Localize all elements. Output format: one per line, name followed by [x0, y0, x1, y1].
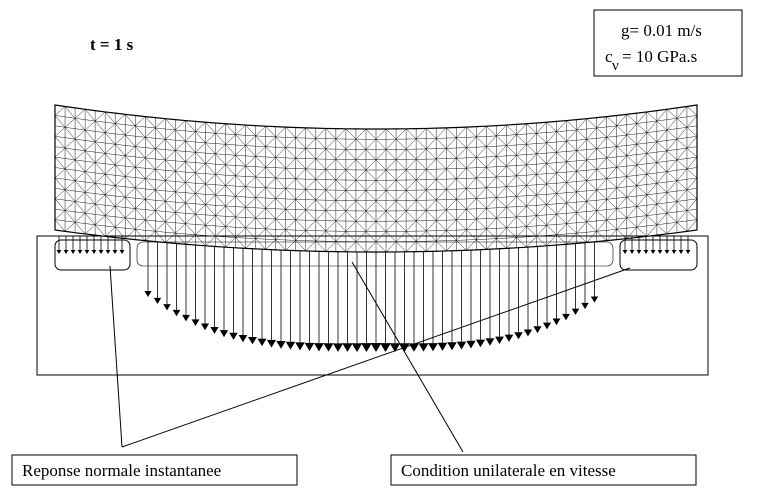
- arrow-head: [144, 291, 152, 297]
- arrow-head: [84, 250, 90, 254]
- arrow-head: [495, 336, 504, 344]
- arrow-head: [191, 319, 200, 327]
- arrow-head: [622, 250, 628, 254]
- arrow-head: [323, 343, 334, 352]
- arrow-head: [447, 342, 457, 351]
- arrow-head: [210, 326, 219, 334]
- arrow-head: [678, 250, 684, 254]
- arrow-head: [581, 302, 589, 310]
- arrow-head: [428, 343, 438, 352]
- arrow-head: [219, 330, 229, 338]
- right-box: [619, 239, 698, 271]
- arrows: [56, 236, 691, 352]
- param-c-sub: ν: [612, 58, 619, 74]
- arrow-head: [266, 339, 277, 348]
- arrow-head: [295, 342, 305, 351]
- arrow-head: [418, 343, 429, 352]
- middle-box: [136, 241, 614, 267]
- arrow-head: [523, 329, 533, 337]
- arrow-head: [571, 308, 580, 316]
- arrow-head: [514, 332, 523, 340]
- arrow-head: [370, 343, 382, 352]
- arrow-head: [351, 343, 363, 352]
- arrow-head: [636, 250, 642, 254]
- leader-line: [121, 267, 631, 448]
- arrow-head: [552, 318, 561, 326]
- arrow-head: [671, 250, 677, 254]
- arrow-head: [98, 250, 104, 254]
- arrow-head: [238, 335, 248, 343]
- arrow-head: [361, 343, 372, 352]
- arrow-head: [380, 343, 391, 352]
- mesh: [54, 104, 698, 253]
- leader-line: [109, 265, 123, 448]
- mesh-lines: [54, 104, 698, 253]
- arrow-head: [332, 343, 344, 352]
- arrow-head: [437, 342, 448, 351]
- arrow-head: [650, 250, 656, 254]
- arrow-head: [105, 250, 111, 254]
- arrow-head: [153, 297, 162, 305]
- left-box: [54, 239, 131, 271]
- arrow-head: [304, 342, 315, 351]
- arrow-head: [91, 250, 97, 254]
- arrow-head: [389, 343, 401, 352]
- arrow-head: [200, 323, 210, 331]
- label-box: [390, 454, 697, 486]
- param-g: g= 0.01 m/s: [621, 21, 702, 40]
- label-text: Reponse normale instantanee: [22, 461, 221, 480]
- arrow-head: [112, 250, 118, 254]
- arrow-head: [229, 332, 238, 340]
- support-frame: [36, 235, 709, 376]
- arrow-head: [542, 322, 552, 330]
- arrow-head: [70, 250, 76, 254]
- arrow-head: [643, 250, 649, 254]
- arrow-head: [182, 314, 190, 322]
- arrow-head: [456, 341, 467, 350]
- arrow-head: [629, 250, 635, 254]
- arrow-head: [257, 338, 267, 347]
- arrow-head: [77, 250, 83, 254]
- arrow-head: [685, 250, 691, 254]
- arrow-head: [504, 334, 514, 342]
- arrow-head: [664, 250, 670, 254]
- arrow-head: [314, 343, 324, 352]
- arrow-head: [657, 250, 663, 254]
- arrow-head: [475, 339, 486, 348]
- arrow-head: [172, 309, 181, 317]
- arrow-head: [276, 340, 286, 349]
- arrow-head: [63, 250, 69, 254]
- arrow-head: [119, 250, 125, 254]
- arrow-head: [562, 313, 570, 321]
- label-text: Condition unilaterale en vitesse: [401, 461, 616, 480]
- arrow-head: [285, 341, 296, 350]
- param-c-value: = 10 GPa.s: [622, 47, 697, 66]
- arrow-head: [485, 338, 495, 346]
- arrow-head: [56, 250, 62, 254]
- time-label: t = 1 s: [90, 35, 134, 54]
- arrow-head: [533, 326, 542, 334]
- arrow-head: [466, 340, 476, 349]
- arrow-head: [342, 343, 353, 352]
- arrow-head: [248, 336, 257, 345]
- arrow-head: [590, 296, 599, 303]
- label-box: [11, 454, 298, 486]
- parameter-box: [593, 9, 743, 77]
- leader-line: [351, 261, 464, 453]
- param-c: c: [605, 47, 613, 66]
- arrow-head: [163, 304, 171, 311]
